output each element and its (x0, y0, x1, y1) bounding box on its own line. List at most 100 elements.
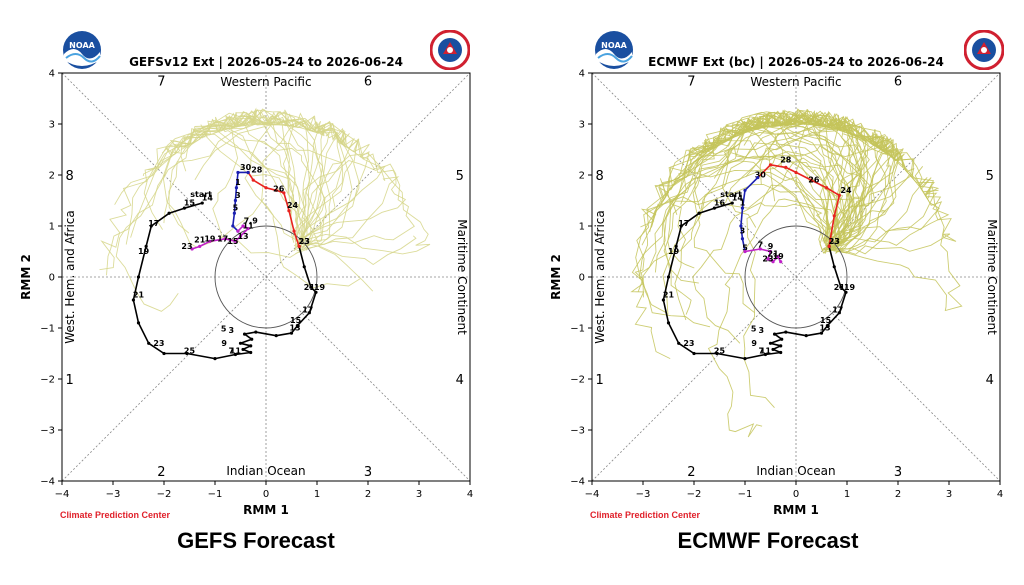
week3-track-point (233, 239, 237, 243)
ensemble-member-line (663, 171, 867, 284)
observed-track-day-label: 9 (221, 339, 227, 348)
forecast-mean-track-line (247, 171, 300, 247)
region-label-right: Maritime Continent (455, 219, 469, 335)
week3-track-point (238, 234, 243, 238)
ensemble-member-line (163, 109, 309, 249)
observed-track-day-label: 19 (314, 283, 326, 292)
week2-track-point (740, 237, 745, 241)
week3-track-point (223, 237, 227, 241)
observed-track-day-label: 17 (302, 306, 313, 315)
ensemble-members (99, 107, 431, 312)
week3-track-day-label: 19 (773, 252, 785, 261)
region-label-top: Western Pacific (750, 75, 841, 89)
observed-track-day-label: 21 (834, 283, 846, 292)
y-tick-label: 3 (49, 120, 55, 131)
x-tick-label: −1 (738, 489, 753, 500)
region-label-left: West. Hem. and Africa (593, 210, 607, 343)
x-tick-label: −3 (636, 489, 651, 500)
ensemble-member-line (759, 117, 900, 246)
forecast-mean-track: 23 24 26 28 30 (755, 155, 852, 248)
y-tick-label: 4 (579, 69, 585, 80)
forecast-mean-track-point (809, 178, 813, 182)
week3-track-day-label: 11 (243, 222, 255, 231)
observed-track-point (296, 323, 300, 328)
x-axis-label: RMM 1 (773, 503, 819, 517)
x-tick-label: 4 (997, 489, 1003, 500)
phase-guides (62, 73, 470, 481)
ensemble-member-line (244, 111, 361, 289)
observed-track-point (241, 347, 245, 352)
observed-track-point (832, 265, 836, 269)
ensemble-member-line (114, 124, 312, 251)
observed-track-day-label: 13 (289, 324, 300, 333)
unit-circle (214, 225, 318, 329)
forecast-mean-track-point (251, 178, 255, 182)
observed-track-day-label: 21 (133, 290, 145, 299)
x-tick-label: 3 (416, 489, 422, 500)
observed-track-point (697, 211, 701, 215)
forecast-mean-track-point (292, 229, 296, 233)
observed-track-day-label: 16 (714, 199, 726, 208)
week2-track-point (236, 170, 240, 175)
ensemble-member-line (261, 121, 417, 266)
week3-track-day-label: 21 (194, 235, 206, 244)
week3-track-point (779, 260, 783, 264)
forecast-mean-track-point (825, 186, 829, 190)
week3-track-point (236, 229, 240, 233)
week2-track-point (756, 175, 760, 180)
observed-track-point (677, 341, 681, 345)
gefs-caption: GEFS Forecast (177, 528, 335, 553)
ensemble-member-line (115, 122, 326, 312)
ensemble-member-line (194, 115, 332, 252)
observed-track-day-label: 9 (751, 339, 757, 348)
week3-track-day-label: 7 (758, 240, 764, 249)
week3-track-day-label: 23 (181, 242, 192, 251)
ensemble-member-line (142, 108, 322, 249)
forecast-mean-track-day-label: 28 (251, 165, 263, 174)
ensemble-member-line (299, 159, 407, 292)
observed-track-point (844, 290, 848, 294)
x-tick-label: 2 (365, 489, 371, 500)
week3-track-point (776, 255, 780, 259)
region-label-top: Western Pacific (220, 75, 311, 89)
week2-track-point (233, 198, 237, 203)
observed-track-point (147, 341, 151, 345)
forecast-mean-track-day-label: 24 (840, 186, 852, 195)
ensemble-member-line (161, 115, 345, 240)
observed-track-day-label: 14 (732, 194, 744, 203)
ensemble-member-line (692, 160, 827, 314)
start-label: start (720, 190, 742, 199)
week3-track-point (208, 239, 212, 243)
observed-track-point (679, 224, 683, 228)
observed-track-point (167, 211, 171, 215)
x-tick-label: −1 (208, 489, 223, 500)
observed-track-point (712, 206, 716, 210)
phase-label-6: 6 (894, 75, 902, 90)
observed-track-point (768, 341, 773, 345)
observed-track-point (666, 275, 671, 279)
observed-track-point (250, 337, 254, 341)
week3-track-day-label: 21 (767, 250, 779, 259)
observed-track-point (715, 351, 719, 356)
observed-track-day-label: 23 (299, 237, 310, 246)
observed-track-point (162, 351, 166, 356)
ensemble-member-line (640, 157, 865, 252)
ensemble-member-line (666, 146, 837, 321)
y-tick-label: 3 (579, 120, 585, 131)
observed-track-point (144, 244, 148, 248)
observed-track-day-label: 21 (304, 283, 316, 292)
observed-track-point (839, 285, 843, 289)
week2-track-day-label: 5 (742, 243, 748, 252)
ensemble-member-line (833, 140, 963, 312)
observed-track-point (743, 357, 747, 361)
ensemble-member-line (707, 198, 836, 438)
y-tick-label: 2 (49, 171, 55, 182)
observed-track-point (302, 265, 306, 269)
y-tick-label: 2 (579, 171, 585, 182)
observed-track-point (309, 285, 313, 289)
y-axis-label: RMM 2 (549, 254, 563, 300)
forecast-mean-track-point (282, 191, 286, 195)
ensemble-member-line (640, 117, 829, 314)
